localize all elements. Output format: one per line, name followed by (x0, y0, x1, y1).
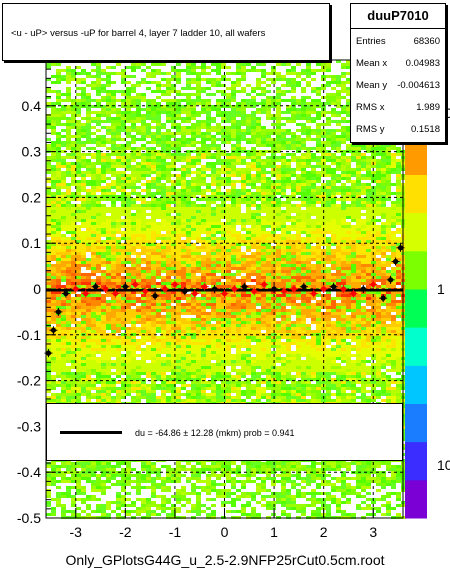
profile-point-6 (92, 284, 99, 290)
y-tick-label-6: 0.1 (22, 235, 42, 251)
profile-point-15 (182, 288, 188, 294)
profile-point-35 (380, 295, 386, 301)
color-scale-band-9 (405, 136, 427, 175)
profile-point-24 (271, 286, 277, 292)
y-tick-label-8: 0.3 (22, 144, 42, 160)
chart-title: <u - uP> versus -uP for barrel 4, layer … (11, 28, 266, 39)
profile-point-16 (192, 290, 198, 297)
legend-label: du = -64.86 ± 12.28 (mkm) prob = 0.941 (135, 428, 295, 438)
stat-key: RMS y (356, 124, 385, 135)
profile-point-19 (221, 290, 228, 297)
x-tick-label-6: 3 (369, 524, 377, 540)
stat-row-mean-y: Mean y -0.004613 (356, 76, 440, 98)
title-box: <u - uP> versus -uP for barrel 4, layer … (2, 3, 330, 61)
stat-key: Entries (356, 36, 386, 47)
profile-point-4 (73, 286, 79, 292)
footer-filename: Only_GPlotsG44G_u_2.5-2.9NFP25rCut0.5cm.… (65, 552, 385, 568)
profile-point-5 (83, 290, 89, 297)
legend-box: du = -64.86 ± 12.28 (mkm) prob = 0.941 (46, 403, 403, 461)
color-scale-band-7 (405, 212, 427, 252)
profile-point-7 (102, 286, 109, 292)
color-scale-band-8 (405, 174, 427, 214)
stat-row-entries: Entries 68360 (356, 32, 440, 54)
profile-point-21 (241, 284, 247, 290)
color-scale-band-4 (405, 327, 427, 366)
stat-row-rms-y: RMS y 0.1518 (356, 120, 440, 142)
y-tick-label-2: -0.3 (17, 418, 41, 434)
stat-key: Mean y (356, 80, 388, 91)
profile-point-23 (261, 281, 267, 288)
x-tick-label-4: 1 (270, 524, 278, 540)
profile-marks (44, 243, 405, 358)
profile-point-38 (397, 245, 404, 251)
y-tick-label-4: -0.1 (17, 327, 41, 343)
y-tick-label-7: 0.2 (22, 189, 42, 205)
profile-point-36 (388, 277, 394, 283)
axis-ticks: -3 -2 -1 0 1 2 3 -0.5 -0.4 -0.3 -0.2 -0.1 0 0.1 0.2 0.3… (17, 59, 377, 540)
y-tick-label-0: -0.5 (17, 510, 41, 526)
legend-line-swatch (60, 431, 122, 434)
profile-point-34 (370, 281, 376, 288)
profile-point-11 (142, 288, 148, 294)
profile-point-18 (211, 286, 218, 292)
stat-key: RMS x (356, 102, 385, 113)
profile-point-22 (251, 288, 257, 294)
profile-point-0 (45, 350, 52, 356)
color-scale-band-5 (405, 289, 427, 328)
profile-point-1 (50, 327, 57, 333)
profile-point-33 (360, 286, 366, 292)
profile-point-2 (55, 309, 61, 315)
profile-point-32 (350, 290, 357, 297)
profile-point-13 (162, 286, 168, 292)
color-scale-band-2 (405, 403, 427, 443)
x-tick-label-2: -1 (169, 524, 182, 540)
stat-value: 0.1518 (410, 124, 440, 135)
color-scale-band-6 (405, 250, 427, 290)
profile-point-17 (202, 284, 208, 290)
profile-point-9 (122, 284, 128, 290)
color-scale-band-1 (405, 441, 427, 481)
y-tick-label-1: -0.4 (17, 464, 41, 480)
y-tick-label-5: 0 (33, 281, 41, 297)
x-tick-label-1: -2 (119, 524, 132, 540)
y-tick-label-9: 0.4 (22, 98, 42, 114)
profile-point-30 (330, 284, 337, 290)
x-tick-label-0: -3 (70, 524, 83, 540)
z-tick-label-0: 10 (437, 457, 450, 473)
profile-point-10 (132, 281, 138, 288)
profile-point-28 (311, 290, 317, 297)
profile-point-37 (392, 258, 399, 265)
stats-box: duuP7010 Entries 68360 Mean x 0.04983 Me… (350, 3, 446, 143)
stat-row-mean-x: Mean x 0.04983 (356, 54, 440, 76)
color-scale-band-0 (405, 479, 427, 519)
stat-value: 68360 (413, 36, 440, 47)
profile-point-29 (321, 286, 327, 292)
stat-row-rms-x: RMS x 1.989 (356, 98, 440, 120)
stats-title: duuP7010 (351, 4, 445, 29)
stat-value: 1.989 (416, 102, 440, 113)
y-tick-label-3: -0.2 (17, 373, 41, 389)
profile-point-12 (152, 293, 158, 299)
color-scale-band-3 (405, 365, 427, 404)
profile-point-8 (112, 290, 119, 297)
profile-point-26 (291, 286, 297, 292)
profile-point-20 (231, 286, 238, 292)
z-tick-label-1: 1 (437, 281, 445, 297)
profile-point-14 (172, 281, 178, 288)
x-tick-label-5: 2 (320, 524, 328, 540)
profile-point-25 (281, 288, 287, 294)
profile-point-27 (301, 284, 307, 290)
stat-value: -0.004613 (397, 80, 440, 91)
profile-point-31 (340, 286, 347, 292)
stat-key: Mean x (356, 58, 388, 69)
x-tick-label-3: 0 (221, 524, 229, 540)
stat-value: 0.04983 (405, 58, 440, 69)
profile-point-3 (63, 290, 69, 297)
